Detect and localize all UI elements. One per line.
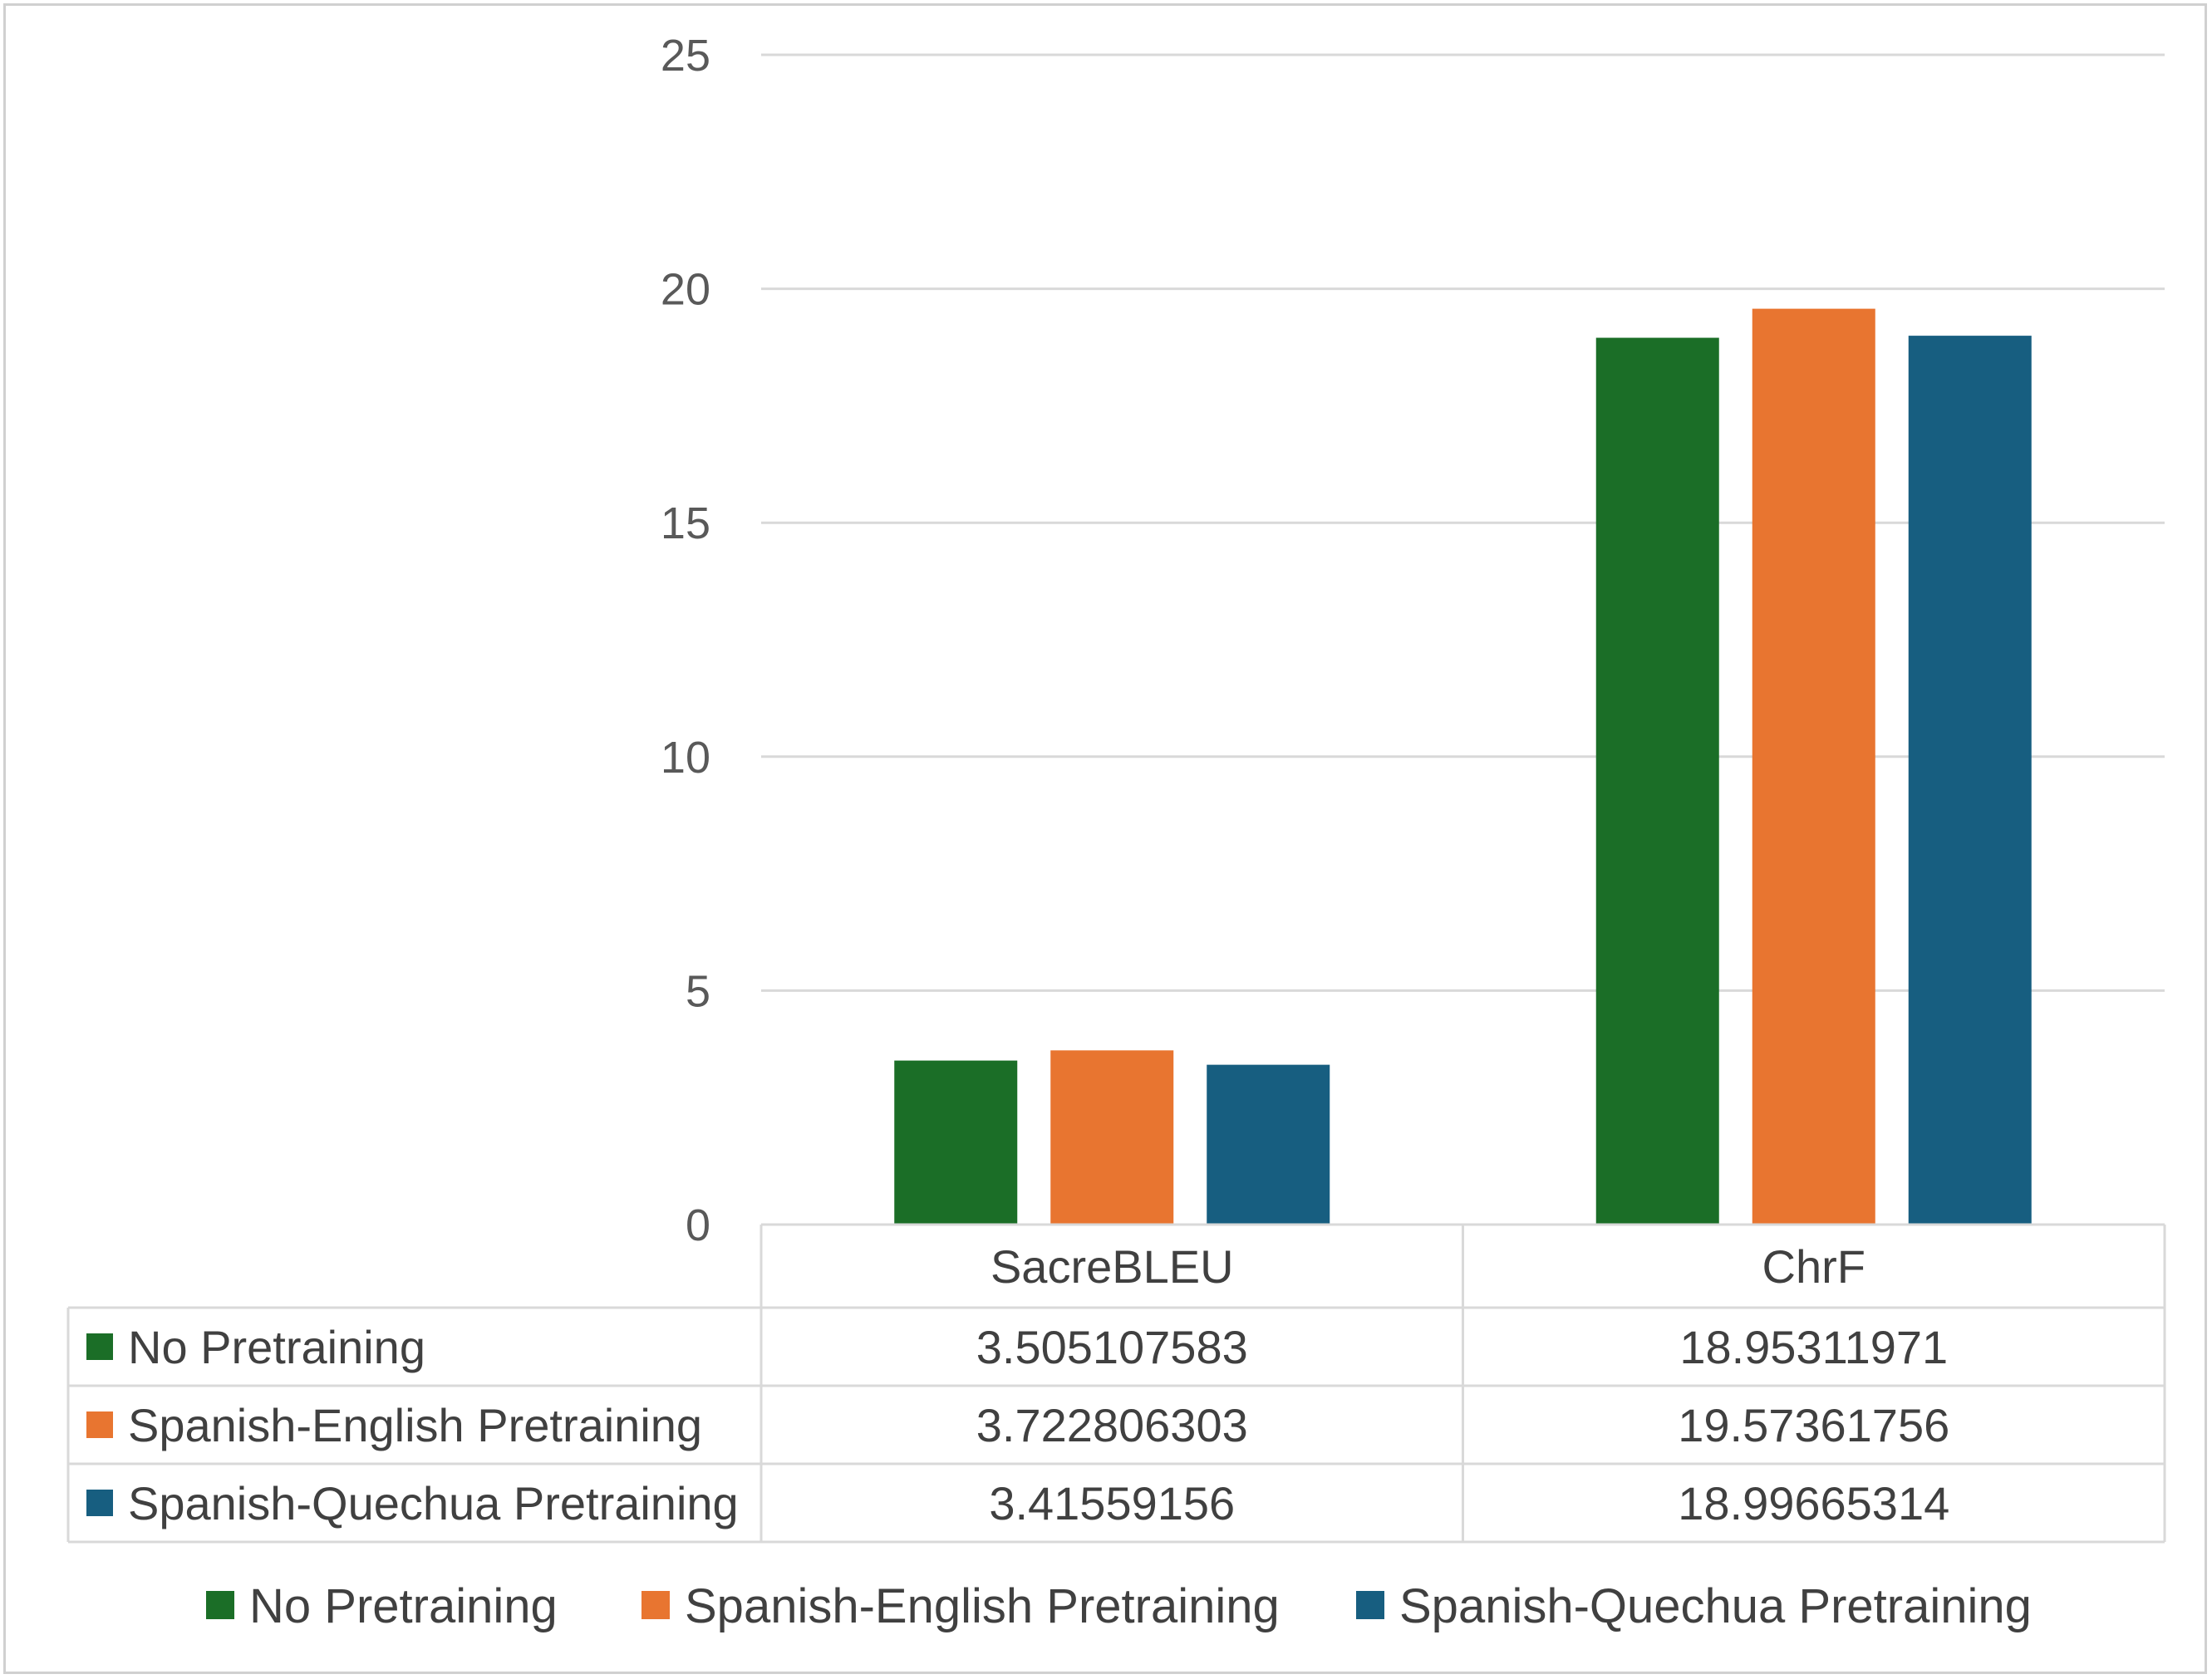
data-label-sacrebleu-1: 3.722806303 (976, 1399, 1248, 1451)
table-legend-key-1 (86, 1411, 113, 1438)
bar-chrf-spanish-english-pretraining (1752, 308, 1875, 1225)
legend-swatch-2 (1356, 1591, 1384, 1619)
y-tick-label-20: 20 (661, 265, 710, 315)
bar-chrf-spanish-quechua-pretraining (1908, 336, 2032, 1225)
table-series-label-1: Spanish-English Pretraining (128, 1399, 702, 1451)
x-tick-label-chrf: ChrF (1762, 1240, 1865, 1293)
y-tick-label-5: 5 (686, 966, 710, 1016)
legend-label-0: No Pretraining (249, 1579, 558, 1633)
data-label-chrf-1: 19.57361756 (1678, 1399, 1949, 1451)
y-tick-label-0: 0 (686, 1200, 710, 1250)
table-legend-key-0 (86, 1333, 113, 1360)
data-label-sacrebleu-0: 3.505107583 (976, 1321, 1248, 1373)
bar-sacrebleu-spanish-english-pretraining (1050, 1050, 1174, 1225)
y-tick-label-15: 15 (661, 498, 710, 548)
table-series-label-0: No Pretraining (128, 1321, 425, 1373)
bar-sacrebleu-spanish-quechua-pretraining (1207, 1064, 1330, 1225)
legend-label-1: Spanish-English Pretraining (685, 1579, 1280, 1633)
data-label-chrf-0: 18.95311971 (1679, 1321, 1948, 1373)
bar-sacrebleu-no-pretraining (894, 1060, 1018, 1225)
data-label-sacrebleu-2: 3.41559156 (989, 1477, 1235, 1529)
data-label-chrf-2: 18.99665314 (1678, 1477, 1949, 1529)
table-series-label-2: Spanish-Quechua Pretraining (128, 1477, 739, 1529)
x-tick-label-sacrebleu: SacreBLEU (990, 1240, 1234, 1293)
bar-chrf-no-pretraining (1595, 337, 1719, 1225)
legend-swatch-0 (206, 1591, 234, 1619)
y-tick-label-25: 25 (661, 31, 710, 81)
y-tick-label-10: 10 (661, 733, 710, 783)
table-legend-key-2 (86, 1490, 113, 1516)
legend-swatch-1 (641, 1591, 670, 1619)
legend-label-2: Spanish-Quechua Pretraining (1399, 1579, 2032, 1633)
